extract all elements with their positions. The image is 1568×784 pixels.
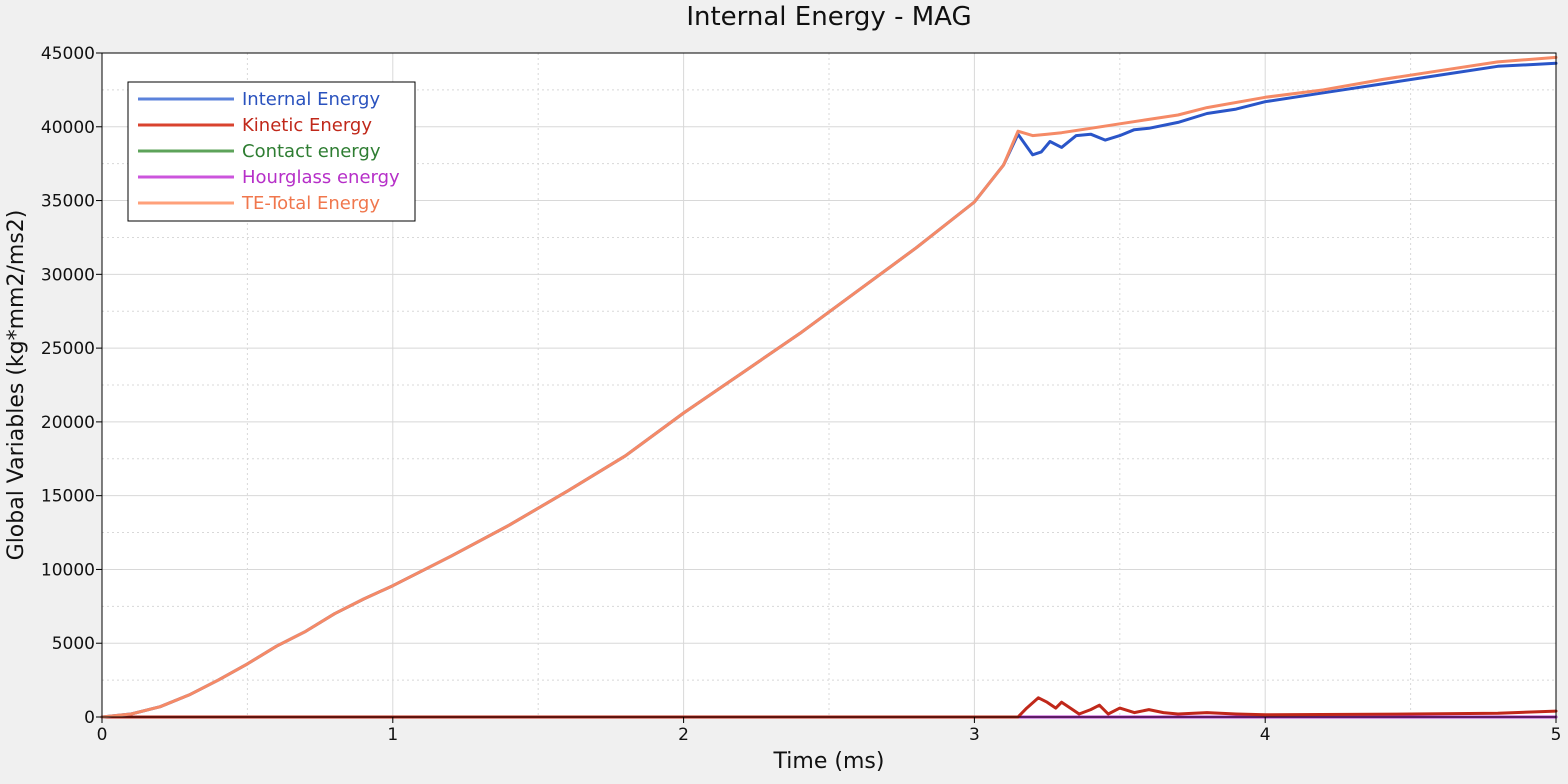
y-tick-label: 45000 [41, 44, 95, 64]
y-tick-label: 25000 [41, 339, 95, 359]
y-tick-label: 15000 [41, 487, 95, 507]
y-tick-label: 5000 [52, 634, 95, 654]
plot-frame [101, 52, 1557, 718]
y-tick-label: 20000 [41, 413, 95, 433]
chart-title: Internal Energy - MAG [686, 2, 971, 32]
y-tick-label: 30000 [41, 265, 95, 285]
x-tick-label: 5 [1551, 725, 1562, 745]
legend-label-internal-energy: Internal Energy [242, 89, 380, 110]
x-tick-label: 4 [1260, 725, 1271, 745]
legend-items: Internal Energy Kinetic Energy Contact ene… [138, 89, 400, 214]
x-tick-label: 1 [387, 725, 398, 745]
y-tick-label: 0 [84, 708, 95, 728]
legend-label-hourglass-energy: Hourglass energy [242, 167, 400, 188]
y-tick-label: 40000 [41, 118, 95, 138]
series-line-te-total-energy [100, 55, 1558, 719]
legend-label-te-total-energy: TE-Total Energy [241, 193, 380, 214]
x-tick-label: 0 [97, 725, 108, 745]
x-tick-label: 2 [678, 725, 689, 745]
legend-label-contact-energy: Contact energy [242, 141, 381, 162]
y-tick-label: 10000 [41, 560, 95, 580]
legend: Internal Energy Kinetic Energy Contact ene… [127, 81, 416, 222]
legend-label-kinetic-energy: Kinetic Energy [242, 115, 372, 136]
axis-layer: 0 1 2 3 4 5 0 5000 10000 15000 20000 25000 30000 3500… [41, 44, 1562, 745]
x-axis-title: Time (ms) [773, 749, 885, 774]
y-tick-label: 35000 [41, 192, 95, 212]
series-line-kinetic-energy [100, 696, 1558, 719]
x-tick-label: 3 [969, 725, 980, 745]
y-axis-title: Global Variables (kg*mm2/ms2) [4, 210, 29, 561]
